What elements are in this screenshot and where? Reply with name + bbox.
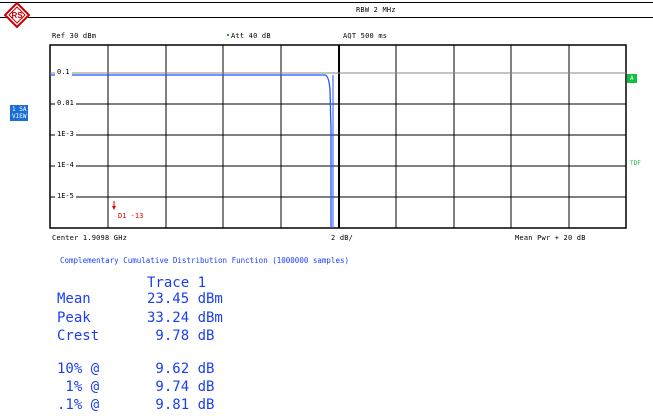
top-rule: [0, 2, 653, 3]
att-indicator-dot: [227, 34, 229, 36]
mode-line-2: VIEW: [12, 113, 27, 120]
y-label-1: 0.01: [55, 99, 76, 107]
delta-marker-label: D1 -13: [118, 212, 144, 220]
trace-marker-badge[interactable]: A: [627, 74, 637, 83]
percentile-label-01: .1% @: [57, 397, 100, 413]
percentile-label-1: 1% @: [57, 379, 100, 395]
percentile-value-01: 9.81 dB: [147, 397, 215, 413]
percentile-label-10: 10% @: [57, 361, 100, 377]
horizontal-grid: [50, 103, 626, 198]
tdf-indicator: TDF: [630, 160, 641, 167]
attenuation-label: Att 40 dB: [231, 32, 271, 40]
rbw-label: RBW 2 MHz: [356, 6, 396, 14]
ccdf-plot: [49, 44, 627, 229]
result-value-crest: 9.78 dB: [147, 328, 215, 344]
result-label-peak: Peak: [57, 310, 91, 326]
result-label-mean: Mean: [57, 291, 91, 307]
result-value-mean: 23.45 dBm: [147, 291, 223, 307]
center-frequency-label: Center 1.9098 GHz: [52, 234, 128, 242]
acquisition-time-label: AQT 500 ms: [343, 32, 388, 40]
y-label-4: 1E-5: [55, 192, 76, 200]
measurement-mode-badge[interactable]: 1 SA VIEW: [10, 105, 29, 121]
ccdf-trace: [50, 74, 332, 228]
mean-power-label: Mean Pwr + 20 dB: [515, 234, 586, 242]
rohde-schwarz-logo-icon: RS: [4, 2, 30, 28]
ccdf-title: Complementary Cumulative Distribution Fu…: [60, 256, 349, 265]
trace-header: Trace 1: [147, 275, 207, 291]
y-label-0: 0.1: [55, 68, 72, 76]
header-rule: [0, 17, 653, 18]
scale-label: 2 dB/: [331, 234, 354, 242]
result-label-crest: Crest: [57, 328, 100, 344]
percentile-value-1: 9.74 dB: [147, 379, 215, 395]
d1-marker-arrow-icon: [112, 206, 116, 210]
result-value-peak: 33.24 dBm: [147, 310, 223, 326]
vertical-grid: [107, 45, 570, 228]
ref-level-label: Ref 30 dBm: [52, 32, 97, 40]
mode-line-1: 1 SA: [12, 106, 27, 113]
percentile-value-10: 9.62 dB: [147, 361, 215, 377]
y-label-2: 1E-3: [55, 130, 76, 138]
svg-text:RS: RS: [11, 11, 23, 20]
y-label-3: 1E-4: [55, 161, 76, 169]
